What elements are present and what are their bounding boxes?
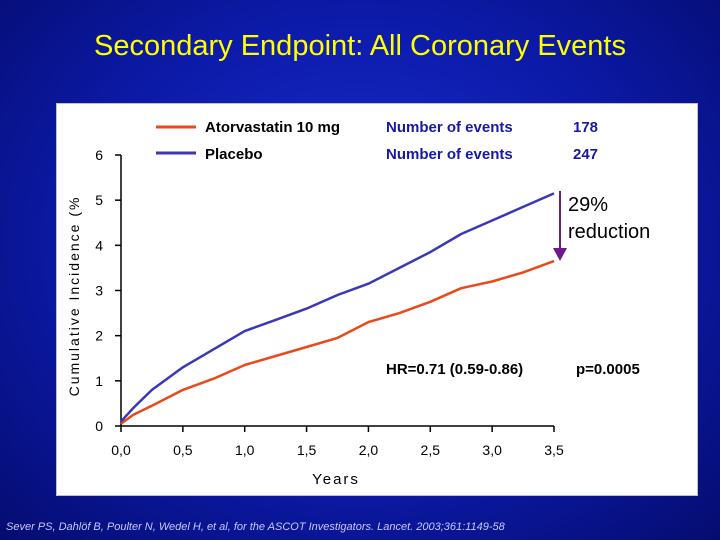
citation: Sever PS, Dahlöf B, Poulter N, Wedel H, … bbox=[6, 521, 505, 533]
x-tick-label: 1,0 bbox=[235, 442, 255, 458]
series-lines bbox=[120, 192, 555, 425]
series-line-atorvastatin bbox=[120, 259, 555, 425]
chart-panel: 0 1 2 3 4 5 6 0,0 0,5 1,0 1,5 2,0 2,5 3,0 3,5 Cumulat… bbox=[56, 103, 698, 496]
legend-label-placebo: Placebo bbox=[205, 146, 263, 163]
x-tick-label: 0,5 bbox=[173, 442, 193, 458]
y-tick-label: 0 bbox=[95, 418, 103, 434]
reduction-label: reduction bbox=[568, 221, 650, 243]
series-line-placebo bbox=[120, 192, 555, 423]
y-tick-label: 1 bbox=[95, 373, 103, 389]
legend-events-count-atorvastatin: 178 bbox=[573, 119, 598, 136]
slide-title: Secondary Endpoint: All Coronary Events bbox=[94, 30, 626, 62]
x-tick-label: 3,0 bbox=[482, 442, 502, 458]
x-tick-label: 2,5 bbox=[421, 442, 441, 458]
x-tick-label: 1,5 bbox=[297, 442, 317, 458]
y-axis-label: Cumulative Incidence (% bbox=[66, 196, 82, 397]
y-tick-label: 4 bbox=[95, 237, 103, 253]
legend-events-label-placebo: Number of events bbox=[386, 146, 513, 163]
x-tick-label: 3,5 bbox=[544, 442, 564, 458]
y-tick-label: 3 bbox=[95, 283, 103, 299]
x-axis-label: Years bbox=[312, 471, 360, 488]
chart-svg: 0 1 2 3 4 5 6 0,0 0,5 1,0 1,5 2,0 2,5 3,0 3,5 Cumulat… bbox=[66, 119, 650, 488]
y-tick-label: 2 bbox=[95, 328, 103, 344]
reduction-percent: 29% bbox=[568, 194, 608, 216]
y-tick-label: 6 bbox=[95, 147, 103, 163]
legend-events-label-atorvastatin: Number of events bbox=[386, 119, 513, 136]
x-ticks: 0,0 0,5 1,0 1,5 2,0 2,5 3,0 3,5 bbox=[111, 426, 564, 458]
x-tick-label: 0,0 bbox=[111, 442, 131, 458]
legend-label-atorvastatin: Atorvastatin 10 mg bbox=[205, 119, 340, 136]
p-value: p=0.0005 bbox=[576, 361, 640, 378]
y-tick-label: 5 bbox=[95, 192, 103, 208]
hazard-ratio: HR=0.71 (0.59-0.86) bbox=[386, 361, 523, 378]
y-ticks: 0 1 2 3 4 5 6 bbox=[95, 147, 121, 434]
x-tick-label: 2,0 bbox=[359, 442, 379, 458]
legend-events-count-placebo: 247 bbox=[573, 146, 598, 163]
reduction-arrow-head bbox=[553, 248, 567, 261]
